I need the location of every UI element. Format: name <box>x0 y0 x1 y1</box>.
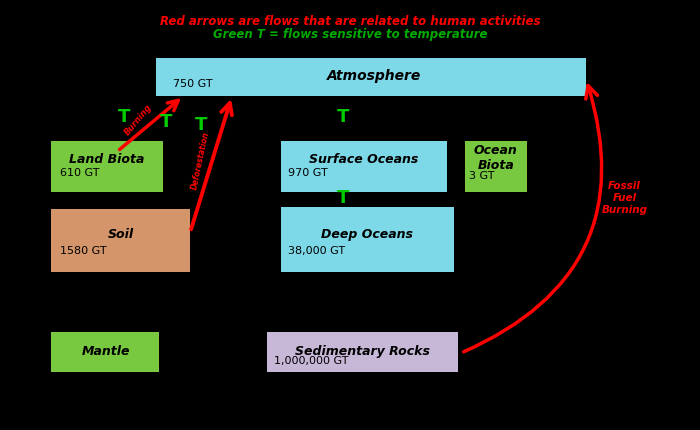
Text: 1,000,000 GT: 1,000,000 GT <box>274 356 348 366</box>
Text: 610 GT: 610 GT <box>60 168 99 178</box>
FancyBboxPatch shape <box>281 141 447 192</box>
Text: 1580 GT: 1580 GT <box>60 246 106 256</box>
Text: T: T <box>118 108 130 126</box>
Text: Surface Oceans: Surface Oceans <box>309 154 419 166</box>
Text: 3 GT: 3 GT <box>470 171 495 181</box>
Text: 750 GT: 750 GT <box>173 79 213 89</box>
Text: T: T <box>337 108 349 126</box>
Text: Fossil
Fuel
Burning: Fossil Fuel Burning <box>601 181 648 215</box>
Text: Deforestation: Deforestation <box>190 131 211 190</box>
FancyBboxPatch shape <box>267 332 458 372</box>
Text: Burning: Burning <box>123 103 154 137</box>
Text: T: T <box>195 116 207 134</box>
FancyBboxPatch shape <box>155 58 586 96</box>
Text: T: T <box>160 113 172 131</box>
FancyBboxPatch shape <box>51 209 190 272</box>
FancyBboxPatch shape <box>465 141 527 192</box>
Text: Soil: Soil <box>108 227 134 241</box>
Text: Ocean
Biota: Ocean Biota <box>474 144 518 172</box>
Text: 38,000 GT: 38,000 GT <box>288 246 344 256</box>
Text: 970 GT: 970 GT <box>288 168 328 178</box>
Text: Mantle: Mantle <box>81 345 130 358</box>
FancyBboxPatch shape <box>281 206 454 272</box>
Text: Deep Oceans: Deep Oceans <box>321 227 414 241</box>
Text: T: T <box>337 189 349 207</box>
Text: Atmosphere: Atmosphere <box>327 69 421 83</box>
Text: Sedimentary Rocks: Sedimentary Rocks <box>295 345 430 358</box>
Text: Land Biota: Land Biota <box>69 154 145 166</box>
Text: Red arrows are flows that are related to human activities: Red arrows are flows that are related to… <box>160 15 540 28</box>
FancyBboxPatch shape <box>51 141 162 192</box>
Text: Green T = flows sensitive to temperature: Green T = flows sensitive to temperature <box>213 28 487 41</box>
FancyArrowPatch shape <box>463 86 602 352</box>
FancyBboxPatch shape <box>51 332 159 372</box>
